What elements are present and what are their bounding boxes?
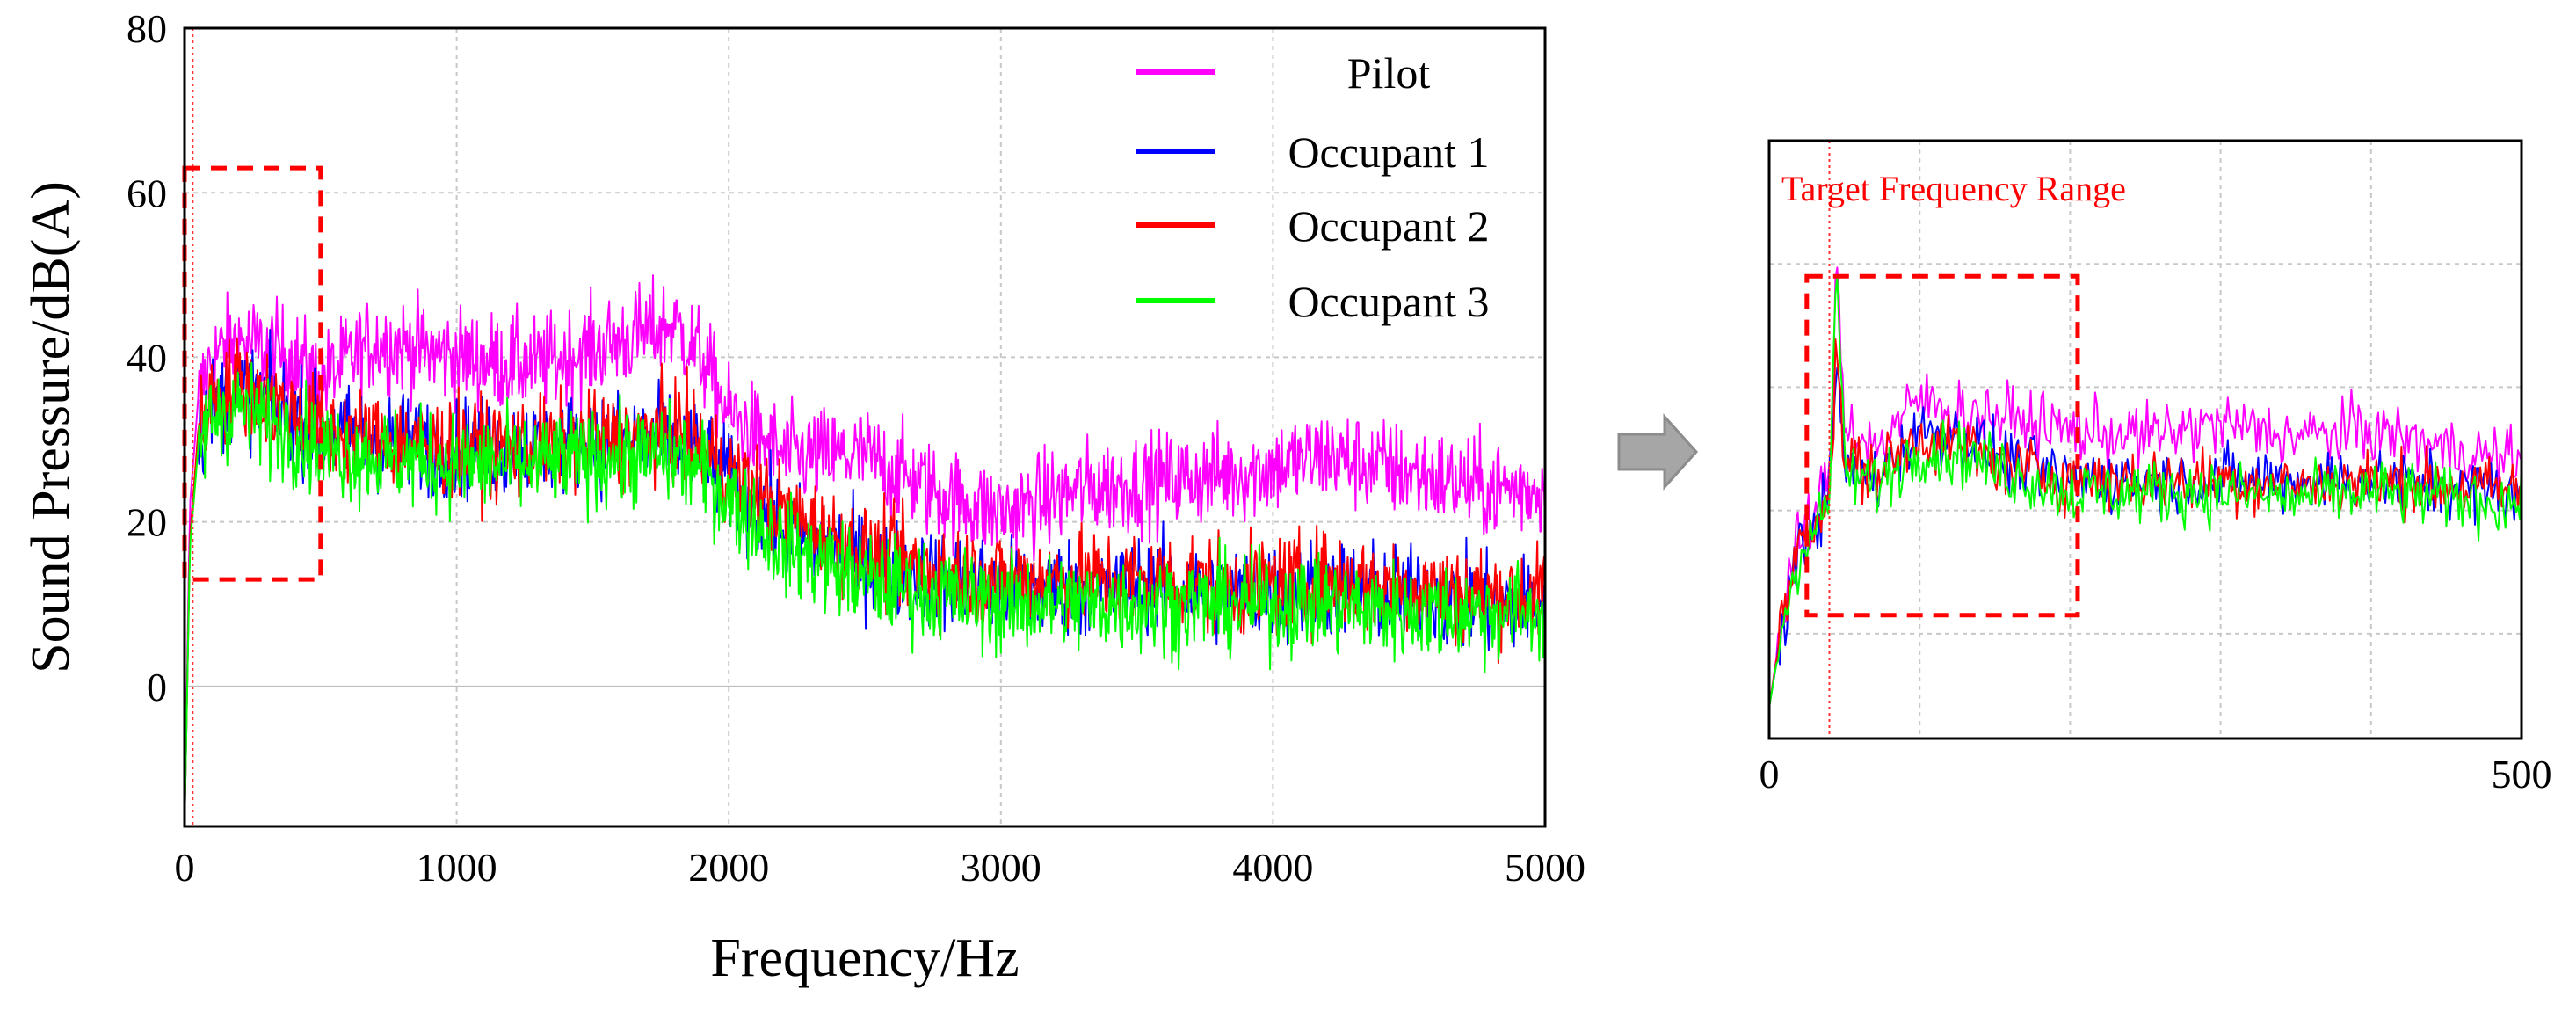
main-overlay [182,28,323,826]
x-tick-label-2000: 2000 [688,845,769,890]
x-tick-label-0: 0 [1760,752,1780,796]
main-legend: Pilot Occupant 1 Occupant 2 Occupant 3 [1136,48,1490,326]
legend-label-occupant-2: Occupant 2 [1288,201,1489,251]
highlight-box [182,165,323,582]
zoom-tick-labels: 0 500 [1760,752,2552,796]
y-tick-label-20: 20 [127,500,167,545]
y-tick-label-60: 60 [127,171,167,215]
main-y-axis-label: Sound Pressure/dB(A) [21,181,81,673]
x-tick-label-3000: 3000 [961,845,1041,890]
x-tick-label-1000: 1000 [417,845,497,890]
legend-label-pilot: Pilot [1347,48,1431,98]
highlight-box [1804,273,2080,618]
y-tick-label-40: 40 [127,336,167,381]
x-tick-label-500: 500 [2492,752,2552,796]
zoom-plot-frame [1767,139,2523,740]
zoom-annotation-target-range: Target Frequency Range [1781,169,2126,208]
main-plot-frame [183,26,1547,828]
zoom-chart: 0 500 Target Frequency Range [1760,139,2552,796]
x-tick-label-5000: 5000 [1505,845,1586,890]
series-line-occupant-3 [1768,274,2522,709]
main-plot-area [185,28,1545,826]
legend-label-occupant-1: Occupant 1 [1288,127,1489,177]
x-tick-label-4000: 4000 [1232,845,1313,890]
x-tick-label-0: 0 [175,845,195,890]
zoom-overlay [1804,141,2080,738]
series-line-pilot [1768,266,2522,709]
series-line-occupant-3 [184,361,1546,827]
main-chart: 0 1000 2000 3000 4000 5000 0 20 40 60 80 Frequency… [21,6,1586,988]
y-tick-label-0: 0 [147,665,167,709]
main-x-axis-label: Frequency/Hz [710,928,1019,988]
main-tick-labels: 0 1000 2000 3000 4000 5000 0 20 40 60 80 [127,6,1586,890]
series-line-pilot [184,274,1546,827]
zoom-series-group [1768,266,2522,709]
main-series-group [184,274,1546,827]
arrow-right-icon [1617,413,1699,491]
legend-label-occupant-3: Occupant 3 [1288,277,1489,326]
y-tick-label-80: 80 [127,6,167,51]
